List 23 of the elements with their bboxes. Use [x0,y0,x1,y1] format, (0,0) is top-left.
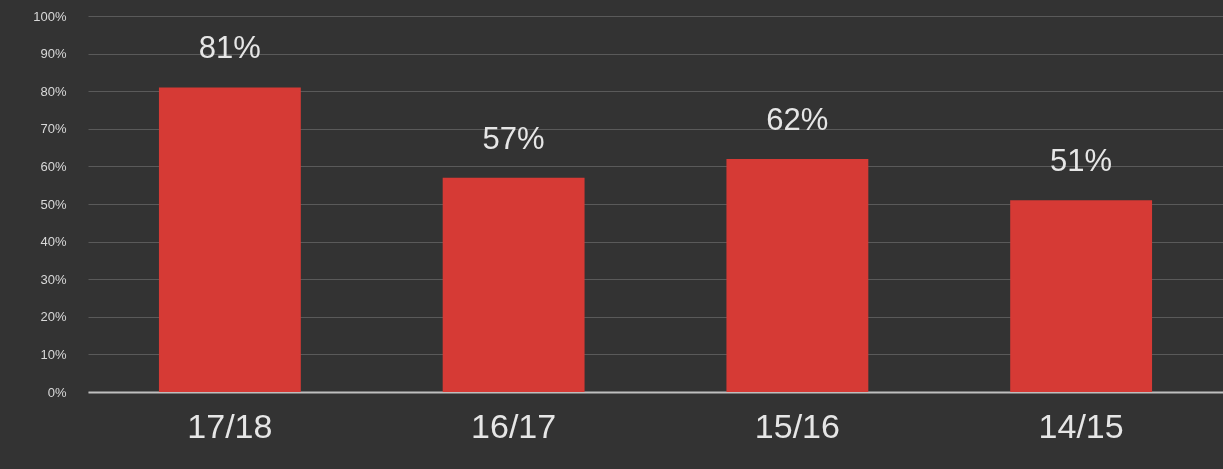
bar [158,87,301,392]
y-tick-label: 80% [40,83,67,99]
y-tick-label: 0% [47,384,67,400]
bar [442,177,585,392]
y-tick-label: 50% [40,196,67,212]
y-tick-label: 10% [40,346,67,362]
x-tick-label: 17/18 [187,406,273,445]
y-tick-label: 90% [40,46,67,62]
y-tick-label: 60% [40,158,67,174]
y-tick-label: 20% [40,309,67,325]
y-tick-label: 100% [33,8,67,24]
x-tick-label: 14/15 [1038,406,1124,445]
x-tick-label: 15/16 [754,406,840,445]
bar [726,158,869,392]
y-tick-label: 40% [40,234,67,250]
data-label: 62% [766,101,829,137]
data-label: 81% [198,30,261,66]
data-label: 57% [482,120,545,156]
x-tick-label: 16/17 [471,406,557,445]
bar [1010,200,1153,392]
y-tick-label: 70% [40,121,67,137]
data-label: 51% [1050,143,1113,179]
y-tick-label: 30% [40,271,67,287]
